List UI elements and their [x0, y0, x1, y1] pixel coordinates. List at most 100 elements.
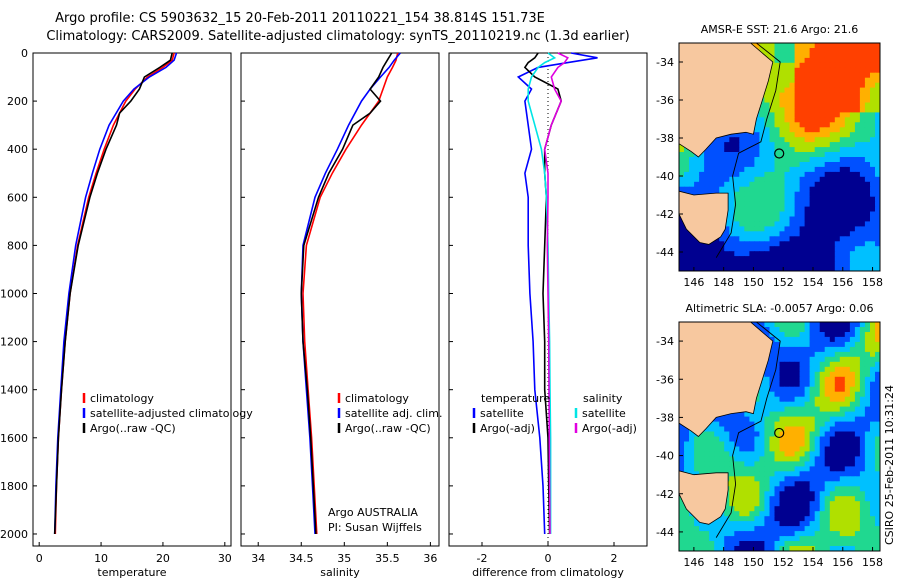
map-cell — [849, 371, 856, 378]
map-cell — [829, 191, 836, 198]
map-cell — [849, 72, 856, 79]
map-cell — [709, 241, 715, 247]
map-cell — [799, 132, 806, 138]
map-cell — [809, 261, 816, 267]
map-cell — [769, 426, 776, 433]
map-cell — [744, 181, 750, 188]
map-cell — [779, 451, 786, 457]
map-cell — [819, 526, 826, 532]
map-cell — [864, 206, 871, 213]
map-cell — [749, 416, 755, 423]
map-cell — [854, 451, 861, 457]
map-cell — [809, 171, 816, 178]
map-cell — [709, 466, 715, 472]
map-cell — [774, 67, 781, 74]
map-cell — [839, 246, 846, 252]
map-cell — [824, 526, 831, 532]
map-cell — [734, 231, 740, 237]
map-cell — [764, 456, 770, 462]
map-y-tick-label: -36 — [656, 373, 674, 386]
land-tasmania — [679, 190, 729, 245]
map-cell — [819, 226, 826, 232]
map-cell — [754, 322, 760, 328]
map-cell — [679, 226, 685, 232]
map-cell — [839, 137, 846, 143]
map-cell — [859, 107, 866, 113]
map-cell — [844, 82, 851, 89]
map-cell — [829, 511, 836, 517]
map-cell — [784, 332, 791, 338]
map-cell — [854, 341, 861, 348]
map-cell — [854, 181, 861, 188]
map-cell — [794, 501, 801, 507]
map-cell — [814, 147, 821, 153]
map-cell — [799, 246, 806, 252]
map-cell — [819, 426, 826, 433]
map-cell — [789, 231, 796, 237]
map-cell — [794, 351, 801, 358]
map-cell — [784, 441, 791, 448]
map-cell — [849, 147, 856, 153]
map-cell — [854, 416, 861, 423]
map-cell — [764, 376, 770, 383]
map-cell — [834, 526, 841, 532]
map-cell — [759, 127, 765, 133]
map-cell — [774, 441, 781, 448]
map-cell — [870, 77, 876, 84]
map-cell — [859, 456, 866, 462]
map-cell — [824, 112, 831, 118]
map-cell — [684, 261, 690, 267]
map-cell — [814, 511, 821, 517]
map-cell — [749, 246, 755, 252]
map-cell — [769, 226, 776, 232]
map-cell — [679, 531, 685, 537]
map-cell — [819, 102, 826, 109]
map-cell — [679, 516, 685, 522]
map-cell — [779, 82, 786, 89]
map-cell — [719, 186, 725, 193]
map-cell — [809, 322, 816, 328]
map-cell — [749, 411, 755, 418]
map-cell — [809, 436, 816, 443]
map-cell — [844, 176, 851, 183]
map-cell — [764, 181, 770, 188]
map-cell — [754, 511, 760, 517]
map-cell — [739, 256, 745, 262]
map-cell — [684, 181, 690, 188]
map-cell — [824, 221, 831, 227]
map-cell — [794, 226, 801, 232]
map-cell — [844, 322, 851, 328]
map-cell — [809, 332, 816, 338]
map-cell — [679, 181, 685, 188]
map-cell — [870, 52, 876, 59]
map-cell — [849, 511, 856, 517]
map-cell — [834, 376, 841, 383]
map-cell — [859, 332, 866, 338]
map-cell — [854, 536, 861, 542]
map-cell — [849, 261, 856, 267]
map-cell — [844, 72, 851, 79]
map-cell — [875, 322, 880, 328]
legend-label: satellite-adjusted climatology — [90, 407, 253, 420]
map-cell — [844, 132, 851, 138]
map-cell — [859, 541, 866, 547]
map-cell — [839, 181, 846, 188]
map-cell — [794, 486, 801, 492]
map-cell — [834, 511, 841, 517]
map-cell — [839, 521, 846, 527]
map-cell — [870, 506, 876, 512]
map-cell — [824, 426, 831, 433]
map-cell — [754, 416, 760, 423]
map-cell — [774, 196, 781, 203]
map-cell — [854, 391, 861, 398]
map-cell — [870, 476, 876, 482]
map-cell — [854, 481, 861, 487]
map-cell — [784, 327, 791, 333]
map-cell — [789, 191, 796, 198]
map-cell — [814, 226, 821, 232]
map-cell — [829, 386, 836, 393]
map-cell — [875, 87, 880, 94]
map-cell — [870, 526, 876, 532]
map-cell — [759, 241, 765, 247]
map-cell — [839, 231, 846, 237]
